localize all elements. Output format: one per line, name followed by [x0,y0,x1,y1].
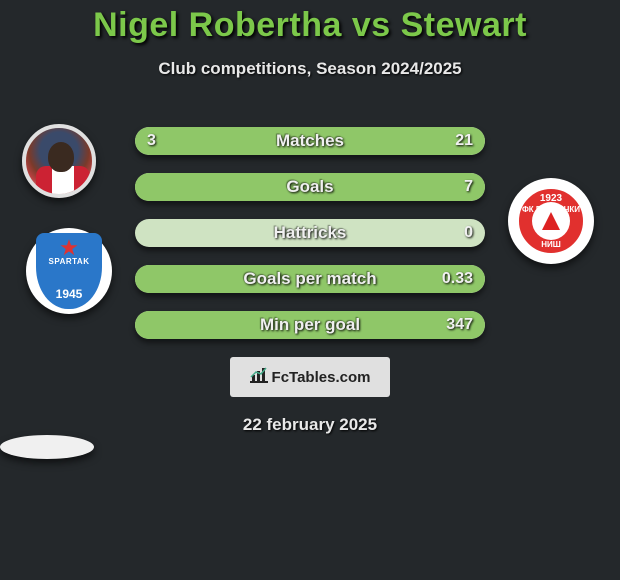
club-left-name: SPARTAK [49,257,90,266]
stat-row: Min per goal347 [135,311,485,339]
stat-value-right: 0 [464,219,473,247]
club-left-year: 1945 [56,287,83,301]
stat-row: Goals per match0.33 [135,265,485,293]
stat-value-right: 0.33 [442,265,473,293]
subtitle: Club competitions, Season 2024/2025 [0,59,620,79]
radnicki-circle-icon: 1923 ФК РАДНИЧКИ НИШ [516,186,586,256]
spartak-shield-icon: SPARTAK 1945 [36,233,102,309]
stat-row: Hattricks0 [135,219,485,247]
brand-label: FcTables.com [272,369,371,386]
brand-badge: FcTables.com [230,357,390,397]
stat-label: Hattricks [135,219,485,247]
stat-label: Goals [135,173,485,201]
stat-row: Goals7 [135,173,485,201]
date-label: 22 february 2025 [0,415,620,435]
player-right-avatar [0,435,94,459]
club-left-badge: SPARTAK 1945 [26,228,112,314]
stat-value-right: 7 [464,173,473,201]
stat-label: Goals per match [135,265,485,293]
stat-label: Matches [135,127,485,155]
stat-value-right: 347 [446,311,473,339]
club-right-text-bottom: НИШ [519,240,583,249]
club-right-badge: 1923 ФК РАДНИЧКИ НИШ [508,178,594,264]
chart-icon [250,367,268,388]
stat-value-left: 3 [147,127,156,155]
radnicki-inner-icon [532,202,570,240]
page-title: Nigel Robertha vs Stewart [0,6,620,45]
stat-value-right: 21 [455,127,473,155]
player-left-avatar [22,124,96,198]
stats-block: Matches3 21 Goals7 Hattricks0 Goals per matc… [135,127,485,339]
stat-label: Min per goal [135,311,485,339]
stat-row: Matches3 21 [135,127,485,155]
